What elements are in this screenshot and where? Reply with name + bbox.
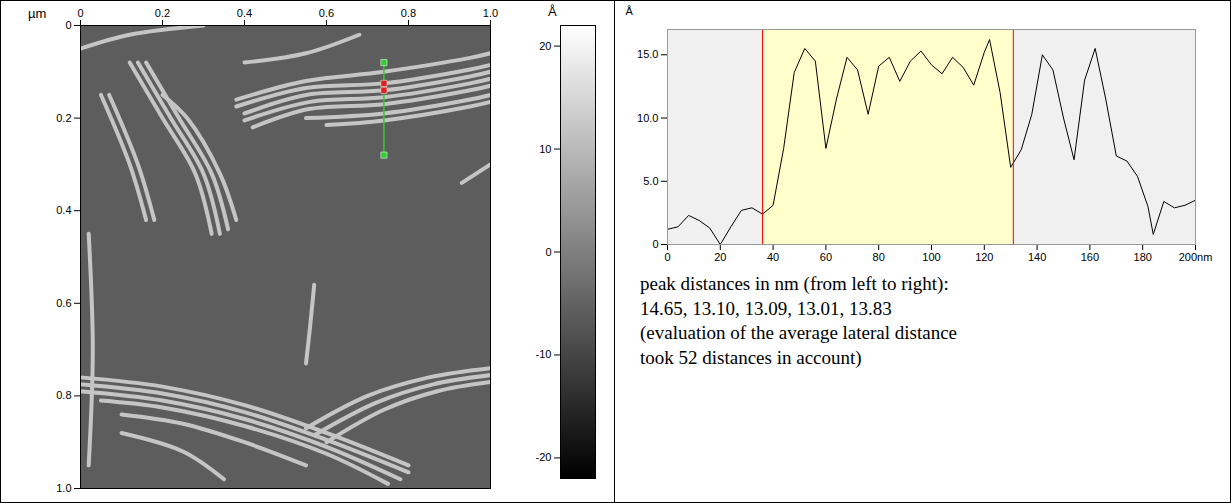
svg-text:40: 40 [767, 251, 779, 263]
svg-text:0.6: 0.6 [56, 297, 71, 309]
svg-text:100: 100 [922, 251, 940, 263]
html-text:14.65, 13.10, 13.09, 13.01, 13: 14.65, 13.10, 13.09, 13.01, 13.83 [640, 297, 892, 319]
svg-text:5.0: 5.0 [643, 175, 658, 187]
svg-text:140: 140 [1028, 251, 1046, 263]
svg-text:0: 0 [65, 19, 71, 31]
svg-text:200nm: 200nm [1179, 251, 1213, 263]
svg-text:1.0: 1.0 [56, 482, 71, 494]
svg-text:Å: Å [626, 5, 634, 17]
svg-text:20: 20 [539, 40, 551, 52]
svg-text:-10: -10 [536, 348, 552, 360]
svg-text:0: 0 [545, 246, 551, 258]
svg-text:60: 60 [820, 251, 832, 263]
svg-text:15.0: 15.0 [637, 48, 658, 60]
html-text:took 52 distances in account): took 52 distances in account) [640, 347, 862, 369]
svg-text:120: 120 [975, 251, 993, 263]
svg-text:0.2: 0.2 [56, 112, 71, 124]
svg-text:0: 0 [652, 238, 658, 250]
svg-text:0: 0 [77, 7, 83, 19]
html-text:(evaluation of the average lat: (evaluation of the average lateral dista… [640, 322, 957, 344]
svg-text:80: 80 [873, 251, 885, 263]
svg-text:10.0: 10.0 [637, 112, 658, 124]
svg-text:160: 160 [1081, 251, 1099, 263]
svg-text:0: 0 [664, 251, 670, 263]
html-text:Å: Å [548, 4, 557, 19]
svg-text:-20: -20 [536, 451, 552, 463]
html-text:µm: µm [28, 6, 47, 21]
svg-text:10: 10 [539, 143, 551, 155]
svg-text:180: 180 [1134, 251, 1152, 263]
svg-text:1.0: 1.0 [483, 7, 498, 19]
svg-text:0.2: 0.2 [155, 7, 170, 19]
html-text:peak distances in nm (from lef: peak distances in nm (from left to right… [640, 273, 949, 294]
svg-text:0.8: 0.8 [56, 389, 71, 401]
svg-text:0.4: 0.4 [237, 7, 252, 19]
svg-text:0.6: 0.6 [319, 7, 334, 19]
svg-text:0.4: 0.4 [56, 204, 71, 216]
svg-text:0.8: 0.8 [401, 7, 416, 19]
svg-text:20: 20 [714, 251, 726, 263]
